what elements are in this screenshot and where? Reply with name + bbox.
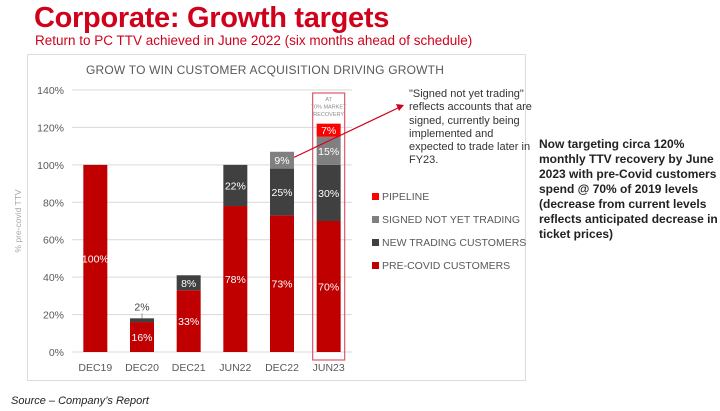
legend-item-pipeline: PIPELINE <box>372 188 429 206</box>
x-tick-label: DEC19 <box>78 362 112 374</box>
legend-item-signed-not-yet-trading: SIGNED NOT YET TRADING <box>372 211 520 229</box>
legend-swatch-new-trading <box>372 239 379 247</box>
y-axis-label: % pre-covid TTV <box>13 189 23 252</box>
highlight-label: RECOVERY <box>313 112 344 118</box>
bar-segment-new-trading-customers-jun22 <box>223 164 248 207</box>
target-commentary: Now targeting circa 120% monthly TTV rec… <box>539 137 718 241</box>
y-tick-label: 40% <box>43 272 64 284</box>
x-tick-label: DEC21 <box>172 362 206 374</box>
callout-arrow-line <box>293 106 401 158</box>
data-label: 73% <box>271 279 292 291</box>
arrow-head-icon <box>396 104 404 111</box>
highlight-label: AT <box>325 97 332 103</box>
bar-segment-pre-covid-customers-dec22 <box>270 215 294 352</box>
x-tick-label: DEC20 <box>125 362 159 374</box>
legend-swatch-pre-covid <box>372 262 379 270</box>
legend-label: SIGNED NOT YET TRADING <box>382 213 521 226</box>
data-label: 100% <box>82 253 109 265</box>
page-title: Corporate: Growth targets <box>34 2 390 34</box>
y-tick-label: 20% <box>43 310 64 322</box>
legend-label: PRE-COVID CUSTOMERS <box>382 259 511 272</box>
data-label: 33% <box>178 316 199 328</box>
data-label: 8% <box>181 278 196 290</box>
bar-segment-new-trading-customers-dec22 <box>270 168 294 216</box>
legend-swatch-signed <box>372 216 379 224</box>
bar-segment-pre-covid-customers-jun22 <box>223 206 248 352</box>
x-tick-label: JUN22 <box>219 362 251 374</box>
y-tick-label: 120% <box>37 122 64 134</box>
bar-segment-pre-covid-customers-dec21 <box>176 290 201 352</box>
data-label: 16% <box>131 332 152 344</box>
callout-note: "Signed not yet trading" reflects accoun… <box>409 88 532 167</box>
legend-label: PIPELINE <box>382 190 430 203</box>
bar-segment-pipeline-jun23 <box>316 123 341 137</box>
data-label: 78% <box>225 274 246 286</box>
y-tick-label: 140% <box>37 85 64 97</box>
highlight-label: 70% MARKET <box>311 105 347 111</box>
data-label: 2% <box>134 301 149 313</box>
bar-segment-pre-covid-customers-dec20 <box>130 322 154 352</box>
x-tick-label: JUN23 <box>313 362 345 374</box>
data-label: 22% <box>225 180 246 192</box>
data-label: 70% <box>318 282 339 294</box>
page-subtitle: Return to PC TTV achieved in June 2022 (… <box>35 33 473 48</box>
bar-segment-new-trading-customers-jun23 <box>316 164 341 221</box>
legend-item-new-trading-customers: NEW TRADING CUSTOMERS <box>372 234 526 252</box>
data-label: 7% <box>321 125 336 137</box>
chart-title: GROW TO WIN CUSTOMER ACQUISITION DRIVING… <box>86 63 445 77</box>
y-tick-label: 80% <box>43 197 64 209</box>
bar-segment-pre-covid-customers-jun23 <box>316 221 341 352</box>
legend-label: NEW TRADING CUSTOMERS <box>382 236 527 249</box>
data-label: 15% <box>318 146 339 158</box>
chart-panel <box>27 54 526 381</box>
bar-segment-new-trading-customers-dec20 <box>130 318 154 323</box>
data-label: 30% <box>318 188 339 200</box>
legend-item-pre-covid-customers: PRE-COVID CUSTOMERS <box>372 257 510 275</box>
y-tick-label: 100% <box>37 160 64 172</box>
y-tick-label: 0% <box>49 347 64 359</box>
data-label: 25% <box>271 187 292 199</box>
bar-segment-new-trading-customers-dec21 <box>176 275 201 291</box>
x-tick-label: DEC22 <box>265 362 299 374</box>
source-note: Source – Company’s Report <box>11 395 149 407</box>
bar-segment-pre-covid-customers-dec19 <box>83 164 108 352</box>
legend-swatch-pipeline <box>372 193 379 201</box>
y-tick-label: 60% <box>43 235 64 247</box>
bar-segment-signed-not-yet-trading-dec22 <box>270 151 294 169</box>
data-label: 9% <box>274 155 289 167</box>
highlight-box <box>312 92 346 361</box>
